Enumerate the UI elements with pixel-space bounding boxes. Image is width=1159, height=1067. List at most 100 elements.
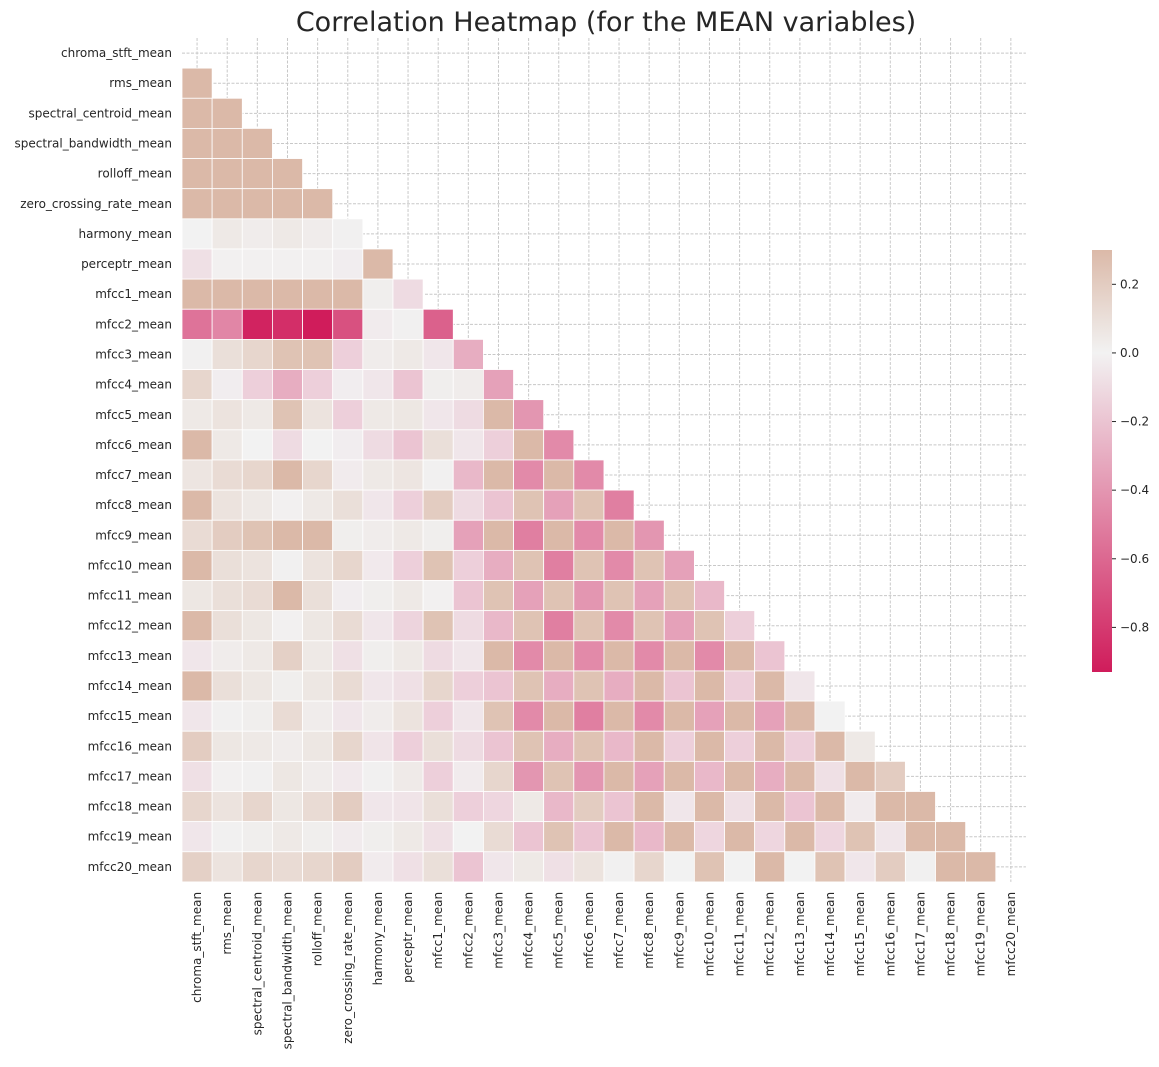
heatmap-cell-mfcc13_mean-rms_mean — [211, 640, 243, 672]
heatmap-cell-mfcc7_mean-harmony_mean — [362, 459, 394, 491]
heatmap-cell-mfcc9_mean-spectral_centroid_mean — [241, 519, 273, 551]
heatmap-cell-mfcc15_mean-mfcc13_mean — [784, 700, 816, 732]
heatmap-cell-mfcc18_mean-mfcc15_mean — [844, 791, 876, 823]
heatmap-cell-mfcc10_mean-rms_mean — [211, 549, 243, 581]
heatmap-cell-mfcc15_mean-mfcc14_mean — [814, 700, 846, 732]
heatmap-cell-mfcc18_mean-mfcc17_mean — [904, 791, 936, 823]
heatmap-cell-mfcc4_mean-perceptr_mean — [392, 369, 424, 401]
heatmap-cell-mfcc14_mean-mfcc10_mean — [693, 670, 725, 702]
heatmap-cell-mfcc10_mean-mfcc9_mean — [663, 549, 695, 581]
heatmap-cell-mfcc8_mean-mfcc7_mean — [603, 489, 635, 521]
y-tick-label: mfcc9_mean — [95, 528, 172, 542]
heatmap-cell-mfcc4_mean-zero_crossing_rate_mean — [332, 369, 364, 401]
heatmap-cell-mfcc9_mean-harmony_mean — [362, 519, 394, 551]
heatmap-cell-mfcc19_mean-perceptr_mean — [392, 821, 424, 853]
heatmap-cell-mfcc20_mean-perceptr_mean — [392, 851, 424, 883]
heatmap-cell-mfcc11_mean-mfcc10_mean — [693, 580, 725, 612]
heatmap-cell-mfcc5_mean-harmony_mean — [362, 399, 394, 431]
heatmap-cell-mfcc20_mean-mfcc17_mean — [904, 851, 936, 883]
heatmap-cell-mfcc4_mean-mfcc3_mean — [482, 369, 514, 401]
heatmap-cell-zero_crossing_rate_mean-rms_mean — [211, 188, 243, 220]
heatmap-cell-mfcc4_mean-spectral_bandwidth_mean — [272, 369, 303, 401]
heatmap-cell-mfcc11_mean-mfcc6_mean — [573, 580, 605, 612]
y-tick-label: mfcc3_mean — [95, 347, 172, 361]
heatmap-cell-mfcc16_mean-mfcc15_mean — [844, 730, 876, 762]
heatmap-cell-rolloff_mean-spectral_bandwidth_mean — [272, 158, 303, 190]
heatmap-cell-mfcc9_mean-rolloff_mean — [302, 519, 334, 551]
heatmap-cell-mfcc12_mean-mfcc5_mean — [543, 610, 575, 642]
heatmap-cell-mfcc2_mean-rolloff_mean — [302, 308, 334, 340]
y-tick-label: mfcc13_mean — [88, 649, 172, 663]
y-tick-label: mfcc5_mean — [95, 408, 172, 422]
heatmap-cell-mfcc5_mean-rolloff_mean — [302, 399, 334, 431]
heatmap-cell-mfcc3_mean-mfcc1_mean — [422, 338, 454, 370]
heatmap-cell-mfcc14_mean-mfcc13_mean — [784, 670, 816, 702]
heatmap-cell-mfcc4_mean-chroma_stft_mean — [181, 369, 213, 401]
heatmap-cell-mfcc8_mean-mfcc1_mean — [422, 489, 454, 521]
heatmap-cell-mfcc15_mean-mfcc5_mean — [543, 700, 575, 732]
heatmap-cell-mfcc12_mean-chroma_stft_mean — [181, 610, 213, 642]
heatmap-cell-mfcc19_mean-mfcc8_mean — [633, 821, 665, 853]
heatmap-cell-mfcc16_mean-mfcc7_mean — [603, 730, 635, 762]
heatmap-cell-mfcc14_mean-harmony_mean — [362, 670, 394, 702]
x-tick-label: mfcc19_mean — [974, 892, 988, 976]
heatmap-cell-mfcc4_mean-mfcc1_mean — [422, 369, 454, 401]
heatmap-cell-mfcc11_mean-mfcc8_mean — [633, 580, 665, 612]
heatmap-cell-mfcc20_mean-mfcc7_mean — [603, 851, 635, 883]
heatmap-cell-mfcc17_mean-rolloff_mean — [302, 760, 334, 792]
heatmap-cell-mfcc7_mean-mfcc4_mean — [513, 459, 545, 491]
heatmap-cell-mfcc16_mean-mfcc13_mean — [784, 730, 816, 762]
heatmap-cell-mfcc14_mean-spectral_centroid_mean — [241, 670, 273, 702]
heatmap-cell-mfcc17_mean-perceptr_mean — [392, 760, 424, 792]
heatmap-cell-mfcc17_mean-mfcc8_mean — [633, 760, 665, 792]
y-tick-label: mfcc4_mean — [95, 378, 172, 392]
heatmap-cell-mfcc6_mean-mfcc1_mean — [422, 429, 454, 461]
heatmap-cell-mfcc1_mean-zero_crossing_rate_mean — [332, 278, 364, 310]
x-tick-label: mfcc8_mean — [642, 892, 656, 969]
heatmap-cell-mfcc20_mean-mfcc15_mean — [844, 851, 876, 883]
heatmap-cell-mfcc13_mean-spectral_bandwidth_mean — [272, 640, 303, 672]
heatmap-cell-mfcc5_mean-spectral_bandwidth_mean — [272, 399, 303, 431]
heatmap-cell-mfcc19_mean-spectral_centroid_mean — [241, 821, 273, 853]
heatmap-cell-mfcc19_mean-mfcc14_mean — [814, 821, 846, 853]
y-tick-label: mfcc20_mean — [88, 860, 172, 874]
heatmap-cell-mfcc17_mean-mfcc16_mean — [874, 760, 906, 792]
heatmap-cell-mfcc20_mean-mfcc2_mean — [452, 851, 484, 883]
heatmap-cell-mfcc18_mean-mfcc5_mean — [543, 791, 575, 823]
heatmap-cell-mfcc5_mean-zero_crossing_rate_mean — [332, 399, 364, 431]
heatmap-cell-mfcc17_mean-harmony_mean — [362, 760, 394, 792]
heatmap-cell-mfcc2_mean-mfcc1_mean — [422, 308, 454, 340]
heatmap-cell-perceptr_mean-rms_mean — [211, 248, 243, 280]
heatmap-cell-mfcc3_mean-rolloff_mean — [302, 338, 334, 370]
y-tick-label: spectral_centroid_mean — [29, 106, 172, 120]
heatmap-cell-mfcc20_mean-mfcc19_mean — [965, 851, 997, 883]
heatmap-cell-mfcc18_mean-rolloff_mean — [302, 791, 334, 823]
heatmap-cell-mfcc17_mean-rms_mean — [211, 760, 243, 792]
x-tick-label: mfcc2_mean — [461, 892, 475, 969]
heatmap-cell-mfcc12_mean-rolloff_mean — [302, 610, 334, 642]
heatmap-cell-mfcc20_mean-mfcc3_mean — [482, 851, 514, 883]
heatmap-cell-mfcc16_mean-mfcc8_mean — [633, 730, 665, 762]
heatmap-cell-mfcc6_mean-mfcc2_mean — [452, 429, 484, 461]
heatmap-cell-mfcc14_mean-mfcc4_mean — [513, 670, 545, 702]
heatmap-cell-mfcc8_mean-mfcc6_mean — [573, 489, 605, 521]
heatmap-cell-mfcc18_mean-spectral_centroid_mean — [241, 791, 273, 823]
y-tick-label: mfcc17_mean — [88, 769, 172, 783]
heatmap-cell-perceptr_mean-chroma_stft_mean — [181, 248, 213, 280]
heatmap-cell-mfcc19_mean-mfcc3_mean — [482, 821, 514, 853]
heatmap-cell-mfcc17_mean-mfcc3_mean — [482, 760, 514, 792]
heatmap-cell-mfcc18_mean-mfcc12_mean — [754, 791, 786, 823]
heatmap-cell-mfcc12_mean-rms_mean — [211, 610, 243, 642]
heatmap-cell-mfcc14_mean-mfcc9_mean — [663, 670, 695, 702]
heatmap-cell-mfcc8_mean-rms_mean — [211, 489, 243, 521]
heatmap-cell-mfcc15_mean-mfcc1_mean — [422, 700, 454, 732]
x-tick-label: mfcc6_mean — [582, 892, 596, 969]
heatmap-cell-mfcc7_mean-mfcc6_mean — [573, 459, 605, 491]
heatmap-cell-mfcc9_mean-mfcc1_mean — [422, 519, 454, 551]
heatmap-cell-perceptr_mean-rolloff_mean — [302, 248, 334, 280]
heatmap-cell-mfcc11_mean-rolloff_mean — [302, 580, 334, 612]
heatmap-cell-mfcc9_mean-mfcc3_mean — [482, 519, 514, 551]
heatmap-cell-mfcc3_mean-mfcc2_mean — [452, 338, 484, 370]
heatmap-cell-mfcc15_mean-mfcc4_mean — [513, 700, 545, 732]
